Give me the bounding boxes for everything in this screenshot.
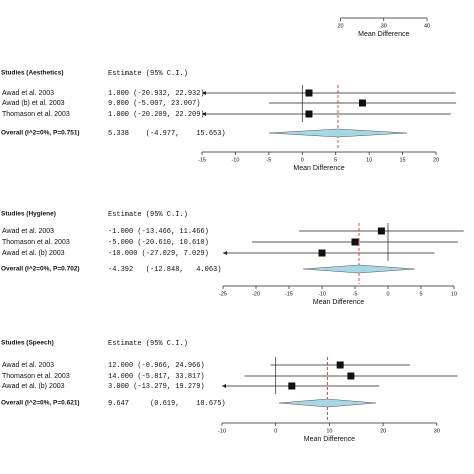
- overall-diamond: [279, 398, 377, 408]
- x-tick-label: 30: [381, 23, 387, 29]
- point-estimate: [305, 89, 313, 97]
- x-tick-label: -5: [353, 291, 358, 297]
- point-estimate: [347, 372, 355, 380]
- x-tick-label: 20: [433, 157, 439, 163]
- study-estimate: 1.000 (-20.209, 22.209): [108, 111, 205, 119]
- column-header: Estimate (95% C.I.): [108, 340, 188, 348]
- point-estimate: [358, 99, 366, 107]
- x-tick-label: 0: [274, 428, 277, 434]
- x-tick-label: 0: [386, 291, 389, 297]
- study-estimate: 14.000 (-5.817, 33.817): [108, 373, 205, 381]
- study-name: Awad et al. 2003: [2, 228, 54, 235]
- panel-title: Studies (Aesthetics): [1, 70, 64, 77]
- ci-arrow: [223, 251, 227, 255]
- point-estimate: [305, 110, 313, 118]
- study-estimate: -1.000 (-13.466, 11.466): [108, 228, 209, 236]
- study-estimate: 3.000 (-13.279, 19.279): [108, 383, 205, 391]
- overall-name: Overall (I^2=0%, P=0.751): [1, 129, 80, 137]
- x-axis-label: Mean Difference: [293, 165, 344, 172]
- x-tick-label: -5: [266, 157, 271, 163]
- x-tick-label: 10: [366, 157, 372, 163]
- study-estimate: 1.000 (-20.932, 22.932): [108, 90, 205, 98]
- point-estimate: [318, 249, 326, 257]
- study-estimate: -5.000 (-20.610, 10.610): [108, 239, 209, 247]
- x-tick-label: -10: [218, 428, 226, 434]
- x-axis-label: Mean Difference: [313, 299, 364, 306]
- point-estimate: [336, 361, 344, 369]
- overall-diamond: [268, 128, 407, 138]
- overall-estimate: -4.392 (-12.848, 4.063): [108, 266, 221, 274]
- study-estimate: -10.000 (-27.029, 7.029): [108, 250, 209, 258]
- x-tick-label: 20: [337, 23, 343, 29]
- overall-name: Overall (I^2=0%, P=0.702): [1, 265, 80, 273]
- point-estimate: [377, 227, 385, 235]
- x-tick-label: 5: [419, 291, 422, 297]
- panel-title: Studies (Speech): [1, 340, 54, 347]
- x-tick-label: -15: [198, 157, 206, 163]
- x-tick-label: 10: [451, 291, 457, 297]
- point-estimate: [351, 238, 359, 246]
- x-tick-label: 5: [334, 157, 337, 163]
- study-estimate: 9.000 (-5.007, 23.007): [108, 100, 200, 108]
- study-name: Awad et al. (b) 2003: [2, 250, 65, 257]
- study-name: Awad (b) et al. 2003: [2, 100, 65, 107]
- x-tick-label: 10: [326, 428, 332, 434]
- x-tick-label: 40: [424, 23, 430, 29]
- x-tick-label: 30: [434, 428, 440, 434]
- overall-name: Overall (I^2=0%, P=0.621): [1, 399, 80, 407]
- x-tick-label: 15: [400, 157, 406, 163]
- x-tick-label: -15: [285, 291, 293, 297]
- column-header: Estimate (95% C.I.): [108, 70, 188, 78]
- ci-arrow: [202, 91, 206, 95]
- x-tick-label: -25: [219, 291, 227, 297]
- x-tick-label: 0: [301, 157, 304, 163]
- study-name: Awad et al. 2003: [2, 362, 54, 369]
- study-name: Thomason et al. 2003: [2, 373, 70, 380]
- study-name: Awad et al. 2003: [2, 90, 54, 97]
- x-tick-label: 20: [380, 428, 386, 434]
- x-tick-label: -10: [318, 291, 326, 297]
- x-axis-label: Mean Difference: [304, 436, 355, 443]
- study-name: Awad et al. (b) 2003: [2, 383, 65, 390]
- x-tick-label: -20: [252, 291, 260, 297]
- study-name: Thomason et al. 2003: [2, 111, 70, 118]
- study-name: Thomason et al. 2003: [2, 239, 70, 246]
- overall-estimate: 5.338 (-4.977, 15.653): [108, 130, 226, 138]
- column-header: Estimate (95% C.I.): [108, 211, 188, 219]
- point-estimate: [288, 382, 296, 390]
- ci-arrow: [222, 384, 226, 388]
- x-axis-label: Mean Difference: [358, 31, 409, 38]
- x-tick-label: -10: [231, 157, 239, 163]
- study-estimate: 12.000 (-0.966, 24.966): [108, 362, 205, 370]
- overall-estimate: 9.647 (0.619, 18.675): [108, 400, 226, 408]
- panel-title: Studies (Hygiene): [1, 211, 56, 218]
- overall-diamond: [303, 264, 415, 274]
- ci-arrow: [202, 112, 206, 116]
